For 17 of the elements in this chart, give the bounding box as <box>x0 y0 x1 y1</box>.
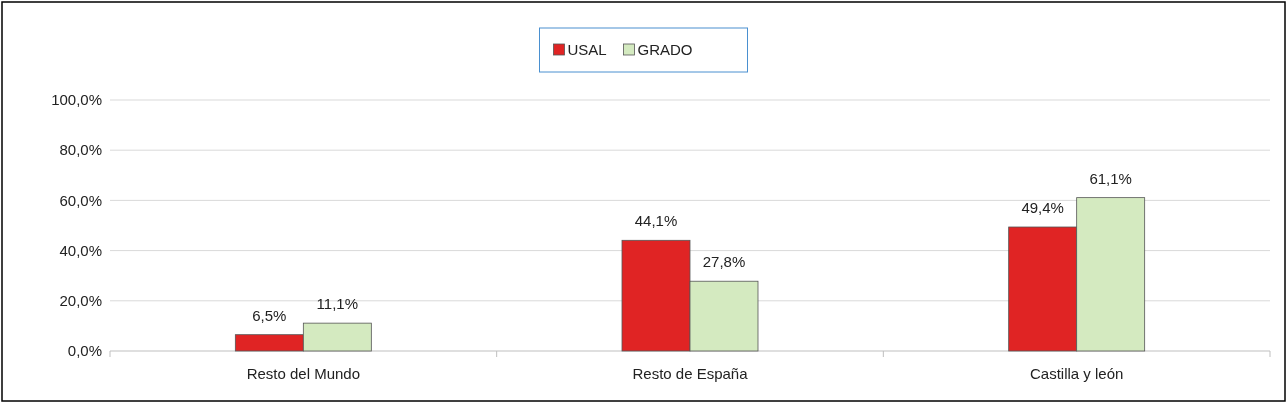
data-label: 6,5% <box>252 306 287 324</box>
data-label: 27,8% <box>702 253 746 271</box>
y-tick-label: 20,0% <box>59 292 102 310</box>
data-label: 49,4% <box>1021 199 1064 217</box>
y-tick-label: 0,0% <box>67 342 102 360</box>
data-label: 61,1% <box>1089 169 1132 187</box>
y-tick-label: 100,0% <box>51 91 102 109</box>
y-tick-label: 80,0% <box>59 141 102 159</box>
legend-label: USAL <box>567 41 607 59</box>
x-tick-label: Castilla y león <box>1029 365 1124 382</box>
y-tick-label: 40,0% <box>59 241 102 259</box>
legend-label: GRADO <box>637 41 693 59</box>
data-label: 11,1% <box>316 295 359 313</box>
data-label: 44,1% <box>634 212 678 230</box>
x-tick-label: Resto del Mundo <box>246 365 361 382</box>
y-tick-label: 60,0% <box>59 191 102 209</box>
x-tick-label: Resto de España <box>632 365 749 382</box>
